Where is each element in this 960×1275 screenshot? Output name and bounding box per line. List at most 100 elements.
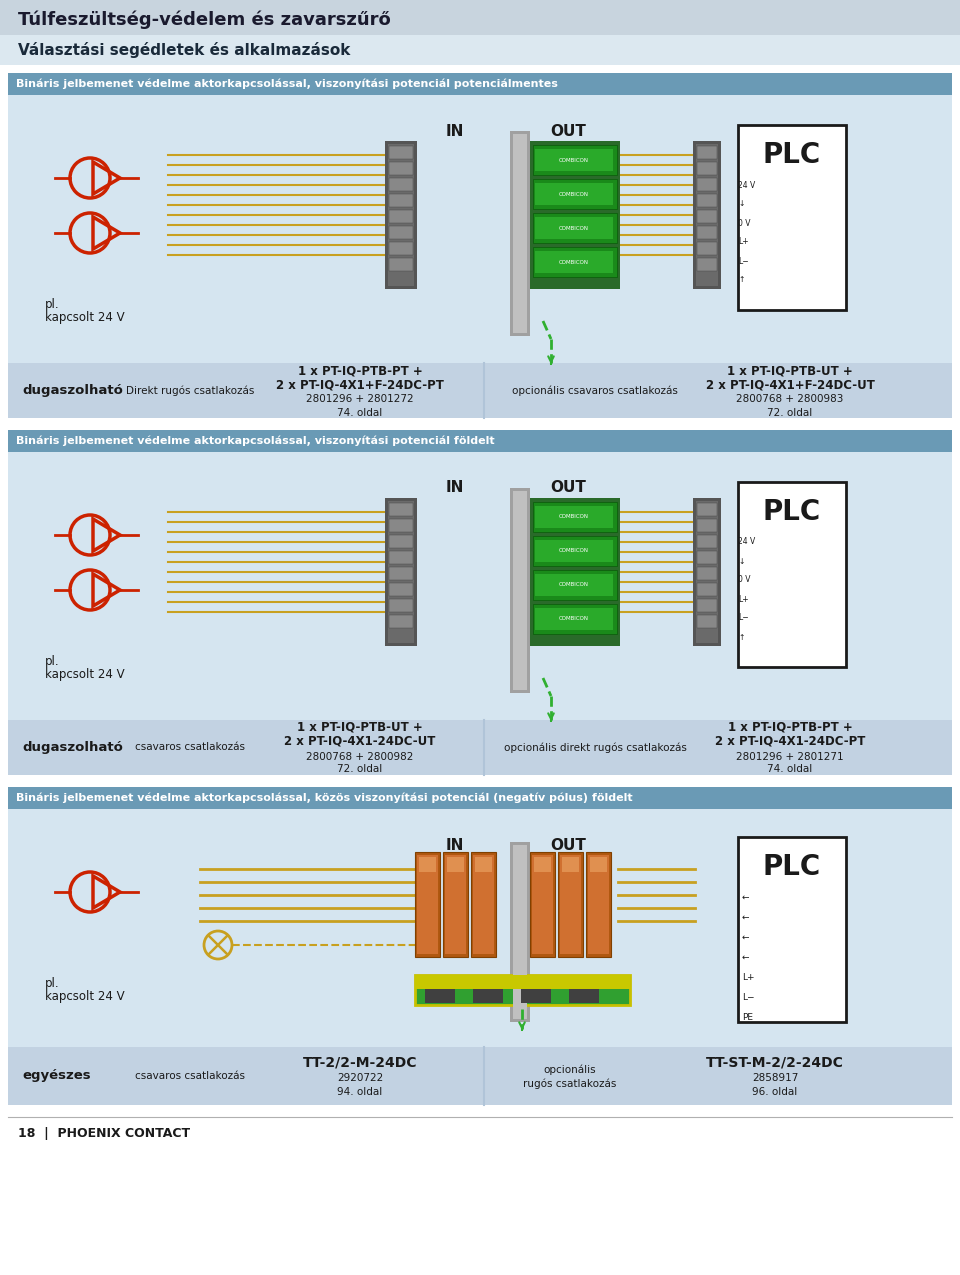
Text: ←: ←: [742, 913, 750, 922]
Bar: [8, 363, 952, 418]
Bar: [0, 34, 960, 65]
Text: pl.: pl.: [45, 977, 60, 989]
Bar: [697, 519, 717, 532]
Text: IN: IN: [445, 124, 465, 139]
Text: 1 x PT-IQ-PTB-UT +: 1 x PT-IQ-PTB-UT +: [727, 363, 852, 377]
Text: 72. oldal: 72. oldal: [767, 408, 812, 417]
Text: 2 x PT-IQ-4X1-24DC-UT: 2 x PT-IQ-4X1-24DC-UT: [284, 734, 436, 748]
Text: 96. oldal: 96. oldal: [753, 1088, 798, 1096]
Bar: [471, 852, 496, 958]
Bar: [535, 608, 613, 630]
Bar: [389, 504, 413, 516]
Text: PE: PE: [742, 1012, 753, 1021]
Bar: [535, 541, 613, 562]
Bar: [417, 856, 438, 954]
Bar: [697, 567, 717, 580]
Bar: [8, 720, 952, 775]
Text: kapcsolt 24 V: kapcsolt 24 V: [45, 311, 125, 324]
Bar: [443, 852, 468, 958]
Bar: [8, 73, 952, 96]
Bar: [0, 0, 960, 34]
Text: OUT: OUT: [550, 838, 586, 853]
Text: ←: ←: [742, 952, 750, 961]
Bar: [8, 810, 952, 1047]
Text: opcionális direkt rugós csatlakozás: opcionális direkt rugós csatlakozás: [504, 742, 686, 752]
Bar: [8, 787, 952, 810]
Text: 18  |  PHOENIX CONTACT: 18 | PHOENIX CONTACT: [18, 1127, 190, 1140]
Text: ↓: ↓: [738, 199, 744, 209]
Bar: [419, 857, 436, 872]
Text: L+: L+: [742, 973, 755, 982]
Bar: [533, 145, 617, 175]
Bar: [385, 142, 417, 289]
Text: PLC: PLC: [763, 853, 821, 881]
Text: PLC: PLC: [763, 499, 821, 527]
Text: 2800768 + 2800983: 2800768 + 2800983: [736, 394, 844, 404]
Text: egyészes: egyészes: [22, 1070, 90, 1082]
Bar: [697, 615, 717, 629]
Bar: [697, 599, 717, 612]
Bar: [510, 488, 530, 694]
Text: IN: IN: [445, 481, 465, 496]
Text: L+: L+: [738, 237, 749, 246]
Bar: [533, 570, 617, 601]
Text: 0 V: 0 V: [738, 218, 751, 227]
Text: COMBICON: COMBICON: [559, 191, 589, 196]
Bar: [8, 787, 952, 1105]
Bar: [532, 856, 553, 954]
Text: TT-ST-M-2/2-24DC: TT-ST-M-2/2-24DC: [706, 1054, 844, 1068]
Text: csavaros csatlakozás: csavaros csatlakozás: [135, 742, 245, 752]
Bar: [389, 179, 413, 191]
Bar: [534, 857, 551, 872]
Bar: [389, 599, 413, 612]
Bar: [389, 147, 413, 159]
Bar: [8, 453, 952, 720]
Bar: [389, 615, 413, 629]
Bar: [8, 430, 952, 453]
Text: COMBICON: COMBICON: [559, 226, 589, 231]
Text: 1 x PT-IQ-PTB-PT +: 1 x PT-IQ-PTB-PT +: [298, 363, 422, 377]
Text: L−: L−: [742, 992, 755, 1001]
Text: PLC: PLC: [763, 142, 821, 170]
Text: ←: ←: [742, 892, 750, 901]
Text: 94. oldal: 94. oldal: [337, 1088, 383, 1096]
Bar: [510, 842, 530, 1023]
Bar: [535, 149, 613, 171]
Bar: [388, 501, 414, 643]
Bar: [697, 162, 717, 175]
Text: opcionális csavaros csatlakozás: opcionális csavaros csatlakozás: [512, 385, 678, 395]
Bar: [697, 179, 717, 191]
Bar: [697, 536, 717, 548]
Bar: [385, 499, 417, 646]
Text: Bináris jelbemenet védelme aktorkapcsolással, közös viszonyítási potenciál (nega: Bináris jelbemenet védelme aktorkapcsolá…: [16, 793, 633, 803]
Bar: [533, 247, 617, 277]
Bar: [389, 551, 413, 564]
Text: 2 x PT-IQ-4X1+F-24DC-UT: 2 x PT-IQ-4X1+F-24DC-UT: [706, 377, 875, 391]
Text: 2920722: 2920722: [337, 1074, 383, 1082]
Bar: [513, 491, 527, 690]
Bar: [389, 583, 413, 595]
Bar: [415, 852, 440, 958]
Bar: [388, 144, 414, 286]
Text: Direkt rugós csatlakozás: Direkt rugós csatlakozás: [126, 385, 254, 395]
Text: Túlfeszültség-védelem és zavarszűrő: Túlfeszültség-védelem és zavarszűrő: [18, 10, 391, 29]
Bar: [530, 499, 620, 646]
Bar: [445, 856, 466, 954]
Bar: [697, 258, 717, 272]
Text: COMBICON: COMBICON: [559, 260, 589, 264]
Bar: [533, 604, 617, 634]
Text: 24 V: 24 V: [738, 181, 756, 190]
Bar: [389, 242, 413, 255]
Bar: [389, 519, 413, 532]
Text: kapcsolt 24 V: kapcsolt 24 V: [45, 668, 125, 681]
Text: OUT: OUT: [550, 481, 586, 496]
Text: 74. oldal: 74. oldal: [337, 408, 383, 417]
Bar: [697, 226, 717, 238]
Text: 1 x PT-IQ-PTB-PT +: 1 x PT-IQ-PTB-PT +: [728, 720, 852, 734]
Text: 2 x PT-IQ-4X1+F-24DC-PT: 2 x PT-IQ-4X1+F-24DC-PT: [276, 377, 444, 391]
Bar: [588, 856, 609, 954]
Bar: [558, 852, 583, 958]
Text: COMBICON: COMBICON: [559, 548, 589, 553]
Text: dugaszolható: dugaszolható: [22, 384, 123, 397]
Text: Bináris jelbemenet védelme aktorkapcsolással, viszonyítási potenciál potenciálme: Bináris jelbemenet védelme aktorkapcsolá…: [16, 79, 558, 89]
